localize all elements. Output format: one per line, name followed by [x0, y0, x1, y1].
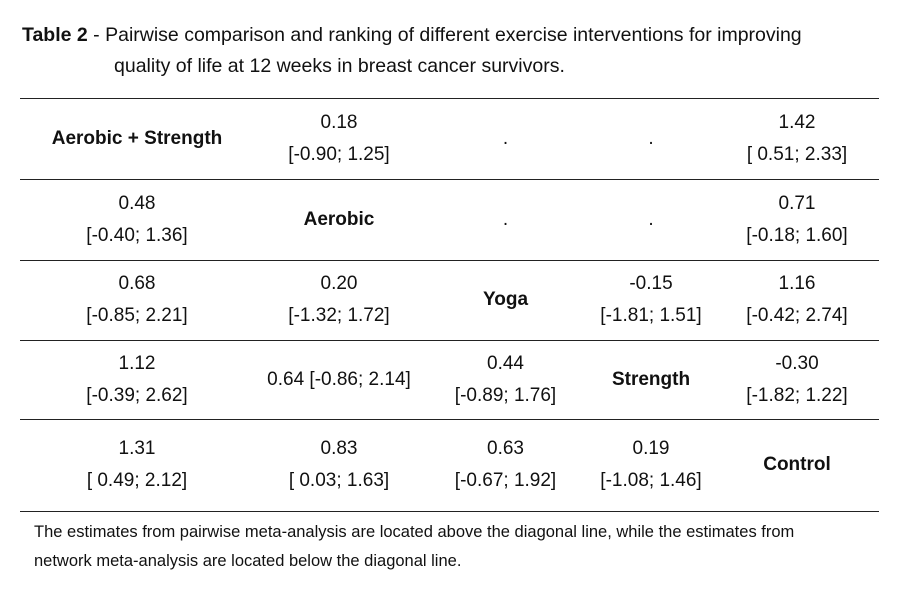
footnote-line2: network meta-analysis are located below … — [34, 552, 462, 570]
caption-label: Table 2 — [22, 24, 88, 46]
estimate-cell: . — [424, 99, 587, 179]
row-aerobic-strength: Aerobic + Strength 0.18 [-0.90; 1.25].. 1.4… — [20, 99, 879, 179]
confidence-interval: [-0.89; 1.76] — [454, 384, 557, 406]
effect-estimate: 1.31 — [118, 438, 156, 459]
footnote-line1: The estimates from pairwise meta-analysi… — [34, 523, 795, 541]
intervention-name: Yoga — [482, 289, 529, 310]
confidence-interval: [-0.40; 1.36] — [86, 224, 188, 246]
effect-estimate: 0.18 — [320, 111, 358, 133]
effect-estimate: 1.42 — [778, 111, 816, 133]
estimate-cell: 0.44 [-0.89; 1.76] — [424, 340, 587, 419]
intervention-name: Strength — [611, 368, 691, 390]
estimate-cell: -0.30 [-1.82; 1.22] — [715, 340, 879, 419]
effect-estimate: 0.44 — [487, 352, 524, 374]
effect-estimate: -0.30 — [775, 352, 819, 374]
confidence-interval: [-0.39; 2.62] — [86, 384, 188, 406]
effect-estimate: 0.63 — [487, 438, 524, 459]
estimate-cell: 0.71 [-0.18; 1.60] — [715, 179, 879, 260]
estimate-cell: 1.16 [-0.42; 2.74] — [715, 260, 879, 340]
confidence-interval: [-0.67; 1.92] — [454, 470, 557, 491]
effect-estimate: 0.83 — [320, 438, 358, 459]
caption-line2: quality of life at 12 weeks in breast ca… — [114, 55, 565, 77]
estimate-cell: 0.48 [-0.40; 1.36] — [20, 179, 254, 260]
row-strength: 1.12 [-0.39; 2.62] 0.64 [-0.86; 2.14] 0.44 [… — [20, 340, 879, 419]
row-aerobic: 0.48 [-0.40; 1.36] Aerobic.. 0.71 [-0.18; 1.… — [20, 179, 879, 260]
diagonal-cell: Aerobic — [254, 179, 424, 260]
confidence-interval: [ 0.03; 1.63] — [288, 470, 390, 491]
estimate-cell: -0.15 [-1.81; 1.51] — [587, 260, 715, 340]
caption-separator: - — [87, 24, 106, 46]
effect-estimate: . — [648, 208, 654, 230]
intervention-name: Aerobic — [303, 208, 375, 230]
estimate-cell: 0.18 [-0.90; 1.25] — [254, 99, 424, 179]
diagonal-cell: Yoga — [424, 260, 587, 340]
confidence-interval: [-1.82; 1.22] — [746, 384, 848, 406]
confidence-interval: [-1.32; 1.72] — [288, 305, 390, 326]
row-yoga: 0.68 [-0.85; 2.21] 0.20 [-1.32; 1.72] Yoga -0… — [20, 260, 879, 340]
effect-estimate: . — [502, 208, 509, 230]
caption-line1: Pairwise comparison and ranking of diffe… — [105, 24, 802, 46]
estimate-cell: 1.42 [ 0.51; 2.33] — [715, 99, 879, 179]
confidence-interval: [-1.81; 1.51] — [600, 305, 702, 326]
effect-estimate: . — [502, 127, 509, 149]
effect-estimate: 0.68 — [118, 273, 156, 294]
effect-estimate: -0.15 — [629, 273, 673, 294]
estimate-cell: . — [587, 179, 715, 260]
estimate-cell: 0.20 [-1.32; 1.72] — [254, 260, 424, 340]
table-footnote: The estimates from pairwise meta-analysi… — [34, 518, 884, 576]
estimate-cell: 0.64 [-0.86; 2.14] — [254, 340, 424, 419]
estimate-cell: 0.19 [-1.08; 1.46] — [587, 419, 715, 511]
effect-estimate: 0.20 — [320, 273, 358, 294]
effect-estimate: 0.19 — [632, 438, 670, 459]
effect-estimate: 0.71 — [778, 192, 816, 214]
table-caption: Table 2 - Pairwise comparison and rankin… — [22, 20, 892, 82]
intervention-name: Aerobic + Strength — [51, 127, 223, 149]
confidence-interval: [-0.85; 2.21] — [86, 305, 188, 326]
effect-estimate: 0.64 [-0.86; 2.14] — [267, 368, 411, 390]
intervention-name: Control — [763, 454, 831, 475]
row-control: 1.31 [ 0.49; 2.12] 0.83 [ 0.03; 1.63] 0.63 [-… — [20, 419, 879, 511]
confidence-interval: [-0.90; 1.25] — [288, 143, 390, 165]
top-rule — [20, 98, 879, 99]
estimate-cell: 1.31 [ 0.49; 2.12] — [20, 419, 254, 511]
estimate-cell: 0.63 [-0.67; 1.92] — [424, 419, 587, 511]
confidence-interval: [ 0.49; 2.12] — [86, 470, 188, 491]
estimate-cell: 0.68 [-0.85; 2.21] — [20, 260, 254, 340]
diagonal-cell: Strength — [587, 340, 715, 419]
estimate-cell: . — [424, 179, 587, 260]
effect-estimate: . — [648, 127, 654, 149]
diagonal-cell: Control — [715, 419, 879, 511]
effect-estimate: 1.12 — [118, 352, 156, 374]
effect-estimate: 1.16 — [778, 273, 816, 294]
effect-estimate: 0.48 — [118, 192, 156, 214]
diagonal-cell: Aerobic + Strength — [20, 99, 254, 179]
confidence-interval: [ 0.51; 2.33] — [746, 143, 848, 165]
confidence-interval: [-0.18; 1.60] — [746, 224, 848, 246]
estimate-cell: 0.83 [ 0.03; 1.63] — [254, 419, 424, 511]
estimate-cell: . — [587, 99, 715, 179]
estimate-cell: 1.12 [-0.39; 2.62] — [20, 340, 254, 419]
league-table: Aerobic + Strength 0.18 [-0.90; 1.25].. 1.4… — [20, 99, 879, 512]
confidence-interval: [-1.08; 1.46] — [600, 470, 702, 491]
confidence-interval: [-0.42; 2.74] — [746, 305, 848, 326]
